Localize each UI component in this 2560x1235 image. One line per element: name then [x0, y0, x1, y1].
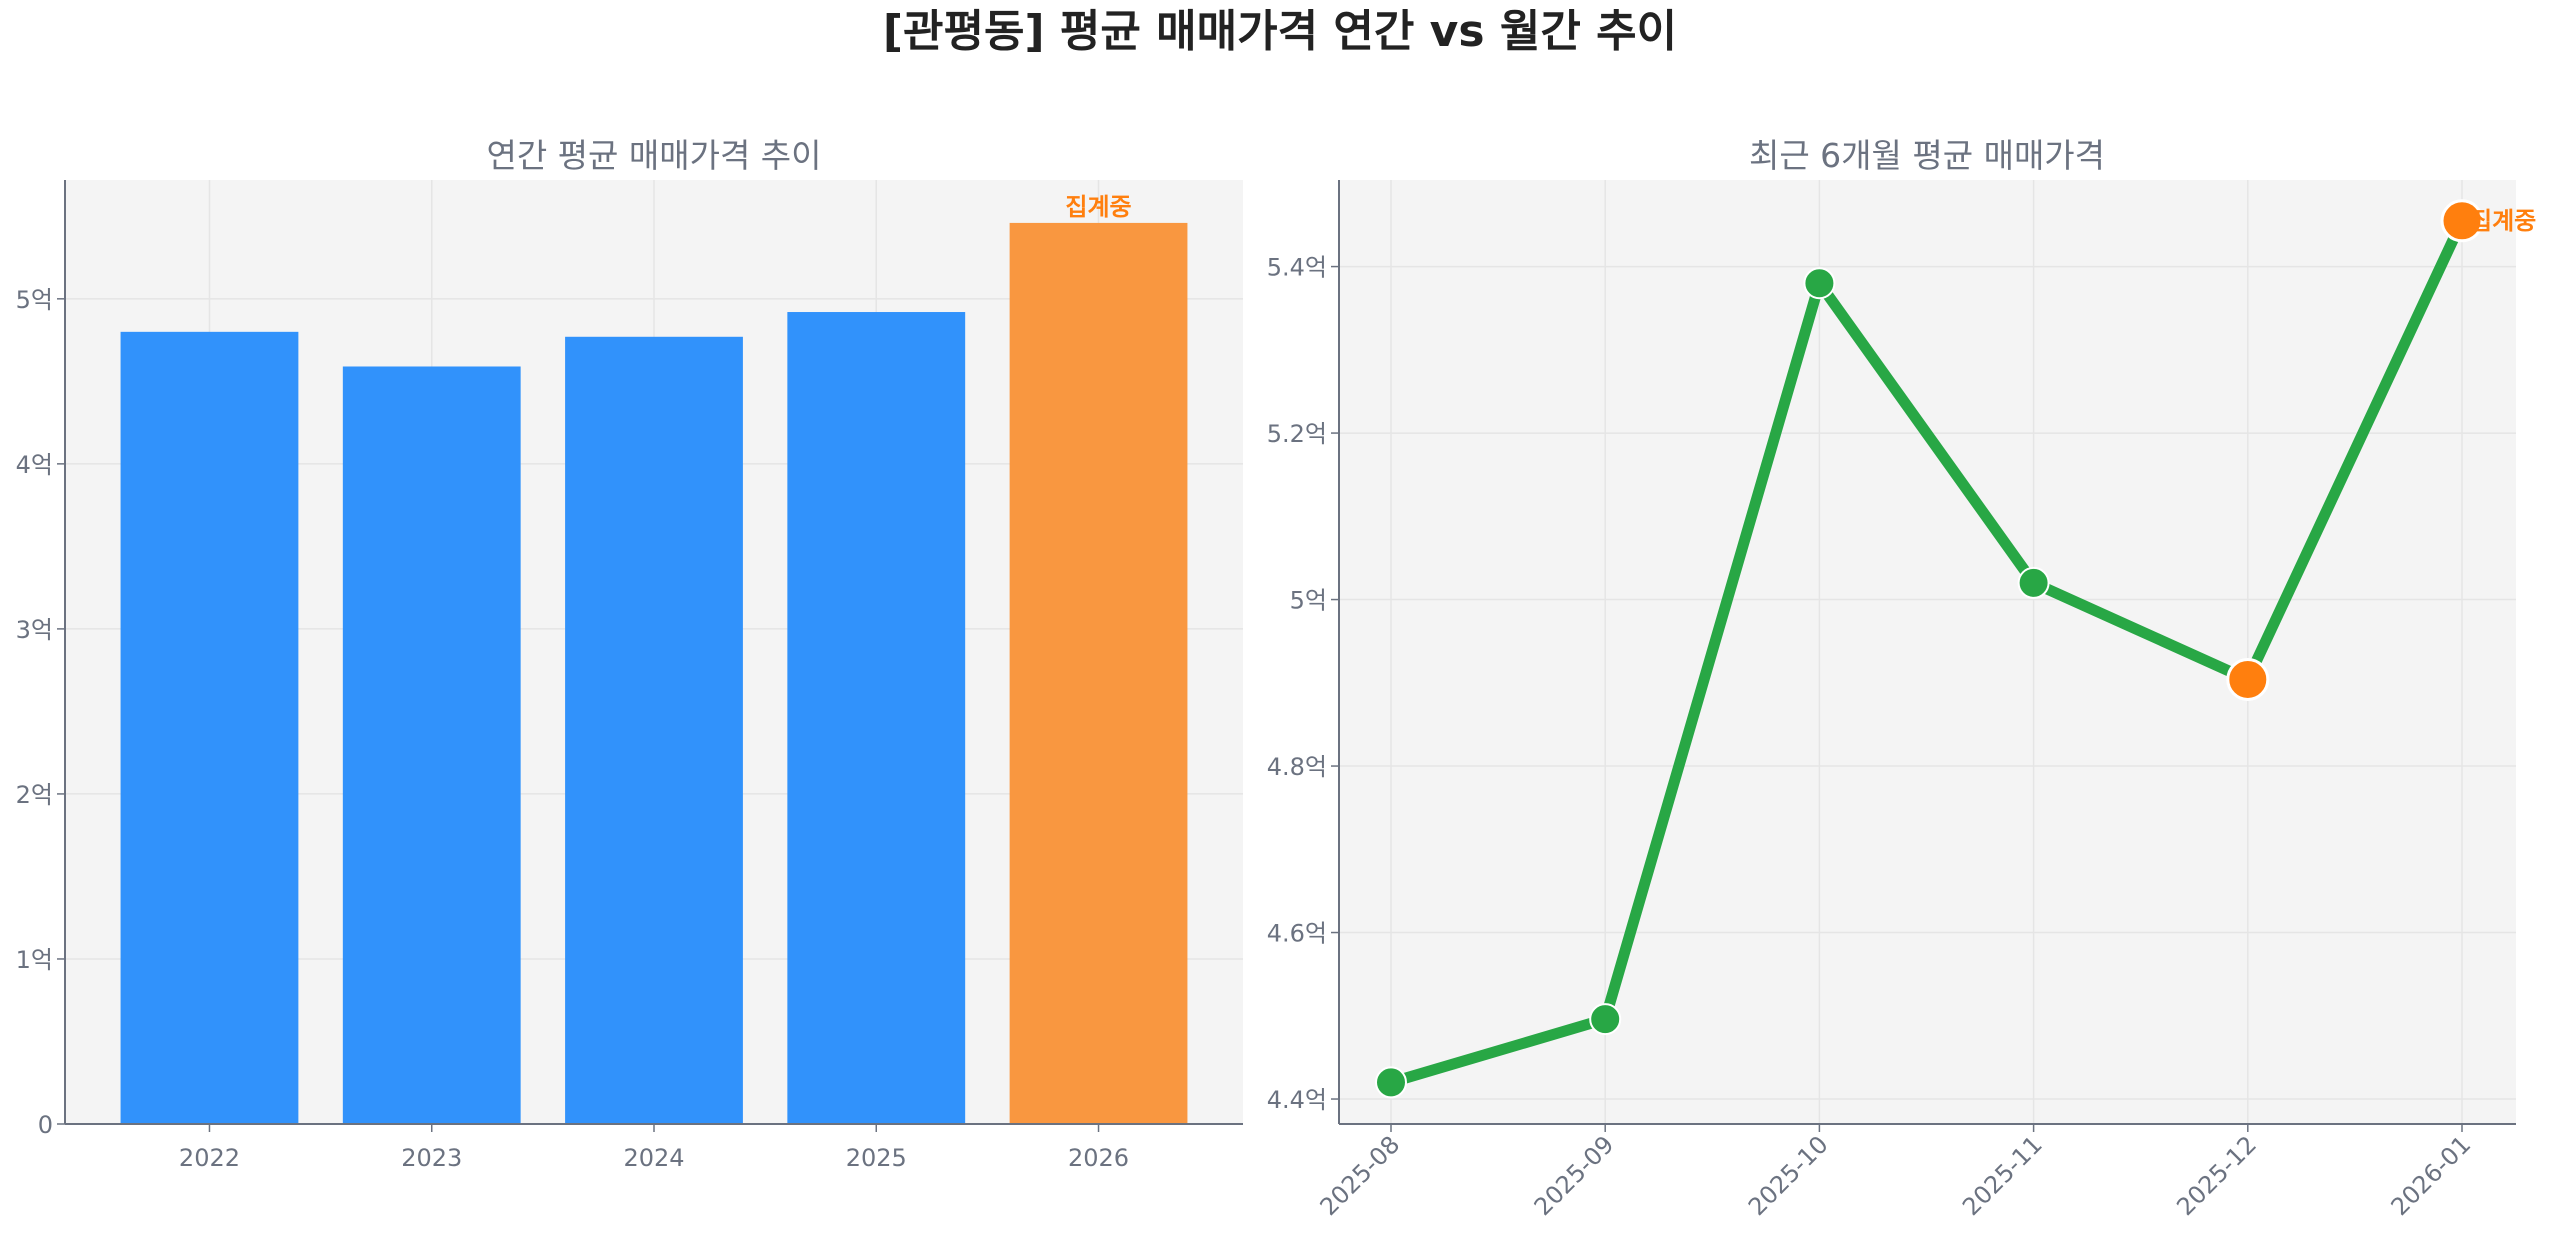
- y-tick-label: 2억: [16, 781, 53, 809]
- annotation-label: 집계중: [2470, 207, 2536, 235]
- x-tick-label: 2025-10: [1743, 1130, 1834, 1221]
- x-tick-label: 2025-12: [2171, 1130, 2262, 1221]
- x-tick-label: 2023: [401, 1144, 462, 1172]
- y-tick-label: 4.4억: [1267, 1086, 1327, 1114]
- y-tick-label: 4억: [16, 451, 53, 479]
- y-tick-label: 0: [38, 1111, 53, 1139]
- y-tick-label: 4.8억: [1267, 753, 1327, 781]
- bar-2024: [565, 336, 743, 1124]
- data-point-2026-01: [2440, 199, 2484, 243]
- x-tick-label: 2025-11: [1957, 1130, 2048, 1221]
- y-tick-label: 5.2억: [1267, 420, 1327, 448]
- series-line: [1389, 218, 2467, 1088]
- y-tick-label: 5억: [1290, 587, 1327, 615]
- x-tick-label: 2022: [179, 1144, 240, 1172]
- line-chart-title: 최근 6개월 평균 매매가격: [1749, 136, 2105, 175]
- y-tick-label: 3억: [16, 616, 53, 644]
- x-tick-label: 2024: [623, 1144, 684, 1172]
- data-point-2025-10: [1803, 267, 1836, 300]
- figure-title: [관평동] 평균 매매가격 연간 vs 월간 추이: [883, 6, 1677, 57]
- bar-chart-title: 연간 평균 매매가격 추이: [486, 136, 821, 175]
- bar-2025: [787, 312, 966, 1125]
- x-tick-label: 2025-08: [1315, 1130, 1406, 1221]
- data-point-2025-11: [2017, 566, 2050, 599]
- bar-2023: [342, 366, 521, 1124]
- bar-2022: [120, 331, 299, 1124]
- x-tick-label: 2025-09: [1529, 1130, 1620, 1221]
- y-tick-label: 4.6억: [1267, 920, 1327, 948]
- bar-2026: [1009, 222, 1188, 1125]
- y-tick-label: 5.4억: [1267, 254, 1327, 282]
- y-tick-label: 5억: [16, 286, 53, 314]
- line-chart: 4.4억 4.6억 4.8억 5억 5.2억 5.4억 2025-08 2025-09 2025…: [1267, 180, 2536, 1221]
- plot-area: [1339, 180, 2516, 1124]
- x-tick-label: 2026-01: [2386, 1130, 2477, 1221]
- data-point-2025-08: [1375, 1066, 1407, 1099]
- annotation-label: 집계중: [1065, 193, 1131, 221]
- y-tick-label: 1억: [16, 946, 53, 974]
- data-point-2025-12: [2226, 657, 2270, 701]
- bar-chart: 0 1억 2억 3억 4억 5억 2022 2023 2024 2025 2026 집계중: [16, 180, 1243, 1172]
- x-tick-label: 2026: [1068, 1144, 1129, 1172]
- data-point-2025-09: [1589, 1003, 1622, 1036]
- x-tick-label: 2025: [846, 1144, 907, 1172]
